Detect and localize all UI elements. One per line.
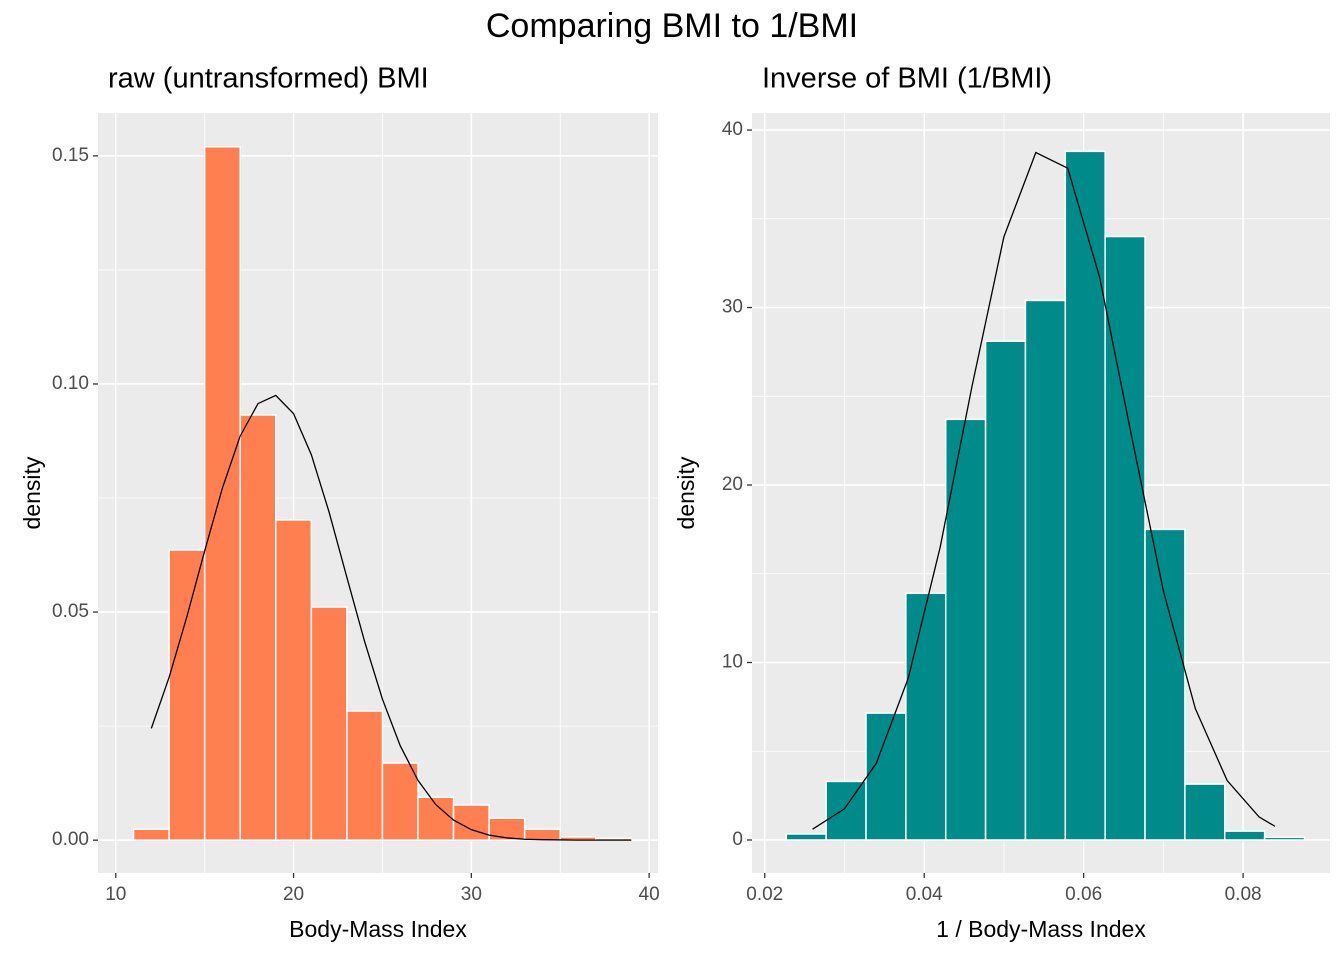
bar	[944, 418, 987, 841]
y-tick-label: 20	[722, 474, 743, 495]
x-tick-label: 0.02	[746, 884, 783, 905]
y-axis-title: density	[673, 456, 699, 529]
x-tick-label: 20	[283, 884, 304, 905]
x-tick-label: 0.08	[1225, 884, 1262, 905]
x-tick-label: 30	[461, 884, 482, 905]
panel-title: raw (untransformed) BMI	[108, 63, 429, 95]
bar	[132, 828, 170, 841]
x-axis-title: 1 / Body-Mass Index	[936, 916, 1146, 942]
bar	[168, 549, 206, 841]
y-axis-title: density	[19, 456, 45, 529]
density-curve	[150, 394, 632, 841]
y-tick-label: 10	[722, 652, 743, 673]
y-tick-label: 0.00	[52, 829, 89, 850]
bar	[1104, 235, 1146, 841]
bar	[1144, 528, 1186, 841]
y-tick-label: 0	[732, 829, 743, 850]
bar	[905, 592, 947, 841]
bar	[984, 340, 1027, 841]
y-tick-label: 40	[722, 119, 743, 140]
bar	[1263, 836, 1306, 841]
bar	[488, 817, 526, 841]
y-tick-label: 0.10	[52, 373, 89, 394]
x-tick-label: 10	[105, 884, 126, 905]
bar	[825, 780, 867, 841]
bar	[1224, 830, 1266, 841]
bar	[523, 828, 561, 841]
y-tick-label: 0.05	[52, 601, 89, 622]
bar	[865, 712, 907, 841]
x-tick-label: 40	[639, 884, 660, 905]
x-tick-label: 0.06	[1065, 884, 1102, 905]
main-title: Comparing BMI to 1/BMI	[486, 7, 858, 45]
density-curve	[812, 151, 1276, 830]
bar	[1184, 783, 1226, 841]
x-axis-title: Body-Mass Index	[289, 916, 467, 942]
bar	[275, 519, 313, 841]
x-tick-label: 0.04	[906, 884, 943, 905]
bar	[1024, 299, 1067, 841]
panel-title: Inverse of BMI (1/BMI)	[762, 63, 1052, 95]
bar	[346, 710, 384, 841]
bar	[203, 146, 241, 841]
y-tick-label: 30	[722, 297, 743, 318]
y-tick-label: 0.15	[52, 145, 89, 166]
bar	[239, 414, 277, 841]
bar	[310, 606, 348, 841]
bar	[381, 762, 419, 841]
bar	[1064, 150, 1106, 841]
bar	[785, 833, 827, 841]
